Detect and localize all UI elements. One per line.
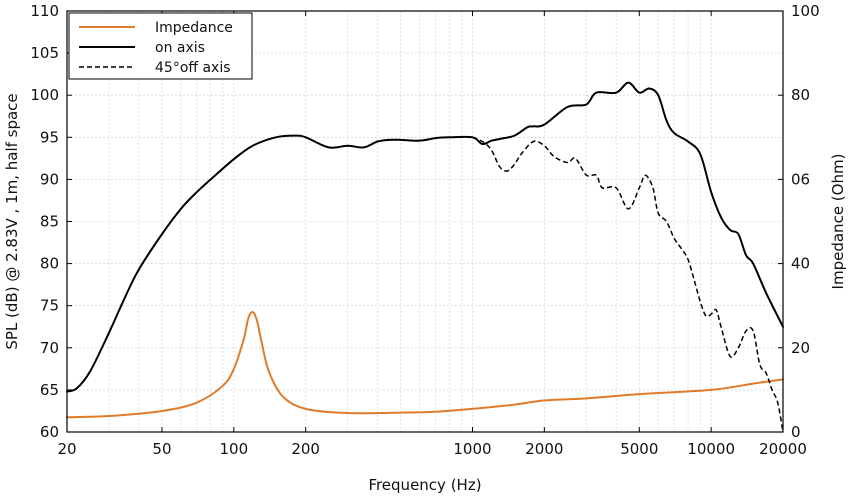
y-tick-label: 100 xyxy=(30,86,59,104)
x-axis-title: Frequency (Hz) xyxy=(368,476,481,494)
legend-label-impedance: Impedance xyxy=(155,20,233,36)
y-tick-label: 75 xyxy=(40,297,59,315)
x-tick-label: 100 xyxy=(220,440,249,458)
series-on-axis-line xyxy=(66,81,784,393)
legend-label-on-axis: on axis xyxy=(155,40,205,56)
y2-axis-title: Impedance (Ohm) xyxy=(829,154,847,290)
x-tick-label: 5000 xyxy=(620,440,658,458)
y-tick-label: 85 xyxy=(40,213,59,231)
x-tick-label: 200 xyxy=(291,440,320,458)
y2-tick-label: 100 xyxy=(791,2,820,20)
legend-label-45-off-axis: 45°off axis xyxy=(155,60,231,76)
series-impedance-line xyxy=(66,310,784,419)
y2-tick-label: 0 xyxy=(791,423,801,441)
y-tick-label: 60 xyxy=(40,423,59,441)
x-tick-label: 1000 xyxy=(453,440,491,458)
y2-tick-label: 80 xyxy=(791,86,810,104)
y-tick-label: 80 xyxy=(40,255,59,273)
x-tick-label: 50 xyxy=(152,440,171,458)
x-tick-label: 10000 xyxy=(687,440,735,458)
x-tick-label: 20 xyxy=(57,440,76,458)
y2-tick-label: 06 xyxy=(791,170,810,188)
tick-layer: 20 50 100 200 1000 2000 5000 10000 2000060657075… xyxy=(30,2,819,458)
x-tick-label: 2000 xyxy=(525,440,563,458)
y-tick-label: 65 xyxy=(40,381,59,399)
y-tick-label: 105 xyxy=(30,44,59,62)
y2-tick-label: 20 xyxy=(791,339,810,357)
y-tick-label: 110 xyxy=(30,2,59,20)
y-tick-label: 70 xyxy=(40,339,59,357)
y-axis-title: SPL (dB) @ 2.83V , 1m, half space xyxy=(3,93,21,349)
series-off-axis-45-line xyxy=(472,136,784,433)
x-tick-label: 20000 xyxy=(759,440,807,458)
y2-tick-label: 40 xyxy=(791,255,810,273)
series-layer xyxy=(66,81,784,433)
y-tick-label: 90 xyxy=(40,170,59,188)
y-tick-label: 95 xyxy=(40,128,59,146)
legend: Impedance on axis 45°off axis xyxy=(68,12,253,80)
grid-layer xyxy=(66,11,784,432)
